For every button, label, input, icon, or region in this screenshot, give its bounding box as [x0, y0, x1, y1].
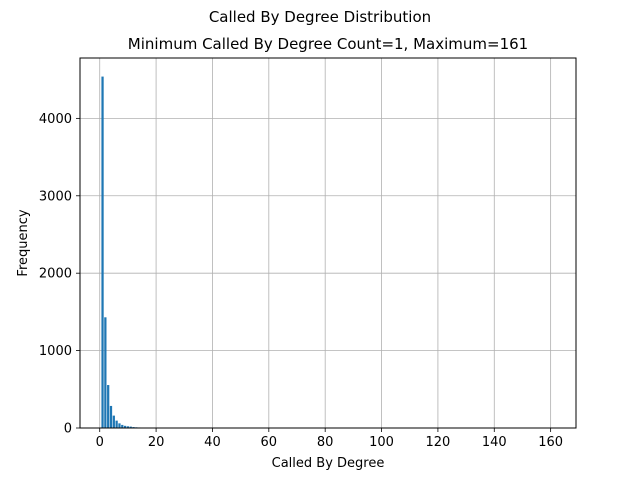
x-tick-label: 20 [148, 435, 165, 450]
plot-frame [79, 57, 577, 429]
y-axis-label: Frequency [16, 209, 31, 276]
histogram-bar [123, 425, 127, 428]
y-tick-label: 3000 [39, 189, 72, 204]
x-tick-label: 120 [425, 435, 450, 450]
histogram-bar [112, 415, 115, 428]
histogram-bar [115, 420, 118, 428]
y-tick-label: 0 [64, 422, 72, 437]
histogram-bar [129, 426, 132, 428]
y-tick-label: 2000 [39, 267, 72, 282]
histogram-bar [101, 76, 104, 429]
histogram-bar [121, 424, 124, 428]
chart-title: Minimum Called By Degree Count=1, Maximu… [128, 35, 528, 53]
x-tick-label: 80 [317, 435, 334, 450]
histogram-bar [107, 385, 110, 428]
grid-lines [80, 58, 576, 429]
figure-suptitle: Called By Degree Distribution [209, 8, 431, 26]
x-tick-label: 160 [538, 435, 563, 450]
y-tick-label: 4000 [39, 112, 72, 127]
x-tick-label: 100 [369, 435, 394, 450]
x-axis-label: Called By Degree [272, 456, 385, 471]
x-tick-label: 140 [482, 435, 507, 450]
x-tick-label: 0 [96, 435, 104, 450]
x-tick-label: 40 [204, 435, 221, 450]
histogram-bar [126, 426, 130, 428]
histogram-bar [118, 423, 121, 428]
x-tick-label: 60 [261, 435, 278, 450]
histogram-bar [104, 317, 107, 428]
x-axis-ticks: 0 20 40 60 80 100 120 140 160 [96, 428, 563, 450]
y-axis-ticks: 0 1000 2000 3000 4000 [39, 112, 80, 437]
y-tick-label: 1000 [39, 344, 72, 359]
histogram-bar [109, 405, 113, 428]
